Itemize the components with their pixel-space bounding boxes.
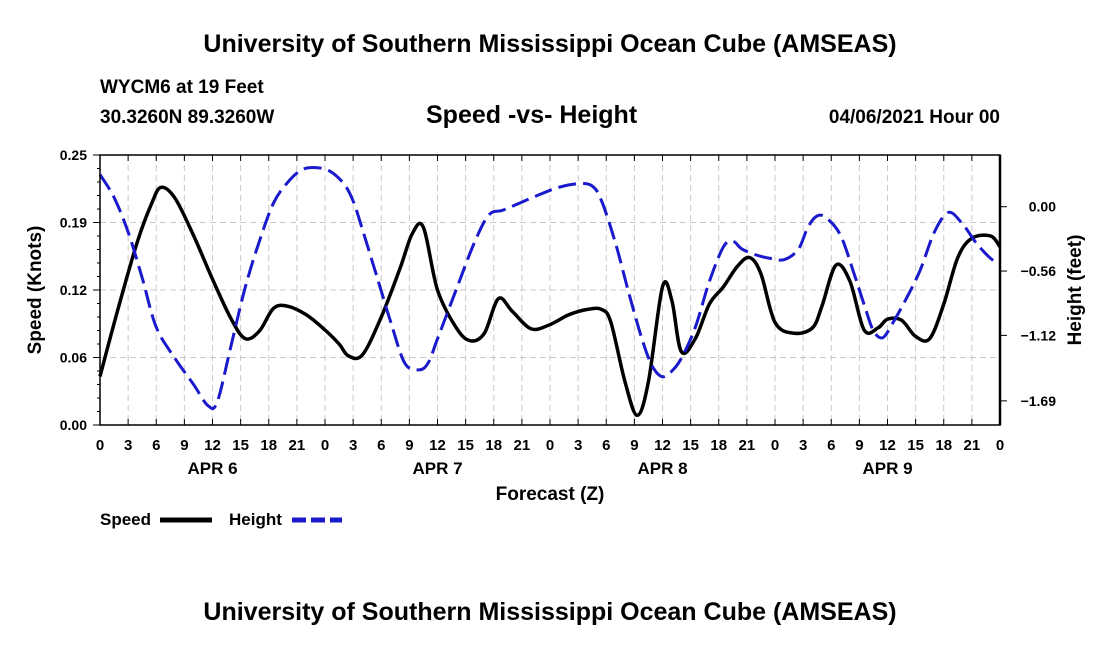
y-axis-left: 0.00 0.06 0.12 0.19 0.25 [60, 147, 100, 433]
x-tick-label: 9 [405, 437, 413, 454]
y-axis-right-label: Height (feet) [1065, 235, 1086, 346]
plot-frame [99, 154, 1001, 426]
chart-grid [100, 155, 1000, 425]
x-tick-label: 6 [827, 437, 835, 454]
x-tick-label: 0 [96, 437, 104, 454]
x-tick-label: 9 [180, 437, 188, 454]
x-tick-label: 6 [377, 437, 385, 454]
y-left-tick-label: 0.25 [60, 147, 87, 163]
y-right-tick-label: 0.00 [1029, 199, 1056, 215]
chart-subtitle: Speed -vs- Height [426, 101, 638, 129]
x-tick-label: 18 [485, 437, 502, 454]
series-line-speed [98, 185, 1002, 418]
x-day-label: APR 9 [862, 459, 912, 478]
x-tick-label: 6 [152, 437, 160, 454]
x-tick-label: 6 [602, 437, 610, 454]
x-tick-label: 21 [514, 437, 531, 454]
x-tick-label: 21 [739, 437, 756, 454]
y-left-tick-label: 0.06 [60, 350, 87, 366]
x-tick-label: 0 [996, 437, 1004, 454]
x-tick-label: 18 [935, 437, 952, 454]
x-day-label: APR 8 [637, 459, 687, 478]
y-right-tick-label: −1.12 [1021, 327, 1057, 343]
x-tick-label: 15 [232, 437, 249, 454]
coordinates-label: 30.3260N 89.3260W [100, 107, 275, 128]
x-tick-label: 15 [682, 437, 699, 454]
x-tick-label: 0 [321, 437, 329, 454]
x-tick-label: 12 [429, 437, 446, 454]
legend: Speed Height [100, 510, 342, 529]
x-tick-label: 21 [289, 437, 306, 454]
x-tick-label: 15 [907, 437, 924, 454]
x-tick-label: 12 [654, 437, 671, 454]
y-right-tick-label: −1.69 [1021, 393, 1057, 409]
y-axis-right: 0.00 −0.56 −1.12 −1.69 [998, 155, 1057, 425]
x-tick-label: 0 [546, 437, 554, 454]
x-tick-label: 15 [457, 437, 474, 454]
x-tick-label: 3 [574, 437, 582, 454]
legend-speed-label: Speed [100, 510, 151, 529]
x-axis-label: Forecast (Z) [496, 484, 605, 505]
x-tick-label: 12 [204, 437, 221, 454]
x-tick-label: 3 [799, 437, 807, 454]
x-tick-label: 9 [855, 437, 863, 454]
legend-height-label: Height [229, 510, 282, 529]
x-day-label: APR 7 [412, 459, 462, 478]
x-axis: 0 3 6 9 12 15 18 21 0 3 6 9 12 15 18 21 0 3 6 9 12 15 18 21 0 3 6 9… [96, 155, 1004, 478]
y-left-tick-label: 0.12 [60, 282, 87, 298]
chart-title-bottom: University of Southern Mississippi Ocean… [203, 598, 897, 626]
x-tick-label: 12 [879, 437, 896, 454]
x-tick-label: 9 [630, 437, 638, 454]
forecast-datetime: 04/06/2021 Hour 00 [828, 107, 1000, 128]
y-left-tick-label: 0.19 [60, 215, 87, 231]
x-tick-label: 3 [124, 437, 132, 454]
y-axis-left-label: Speed (Knots) [25, 226, 46, 355]
series-layer [98, 166, 1002, 418]
x-tick-label: 18 [710, 437, 727, 454]
x-day-label: APR 6 [187, 459, 237, 478]
series-line-height [98, 166, 1001, 411]
x-tick-label: 18 [260, 437, 277, 454]
x-tick-label: 21 [964, 437, 981, 454]
x-tick-label: 3 [349, 437, 357, 454]
y-right-tick-label: −0.56 [1021, 263, 1057, 279]
station-label: WYCM6 at 19 Feet [100, 77, 264, 98]
chart-title-top: University of Southern Mississippi Ocean… [203, 30, 897, 58]
x-tick-label: 0 [771, 437, 779, 454]
y-left-tick-label: 0.00 [60, 417, 87, 433]
